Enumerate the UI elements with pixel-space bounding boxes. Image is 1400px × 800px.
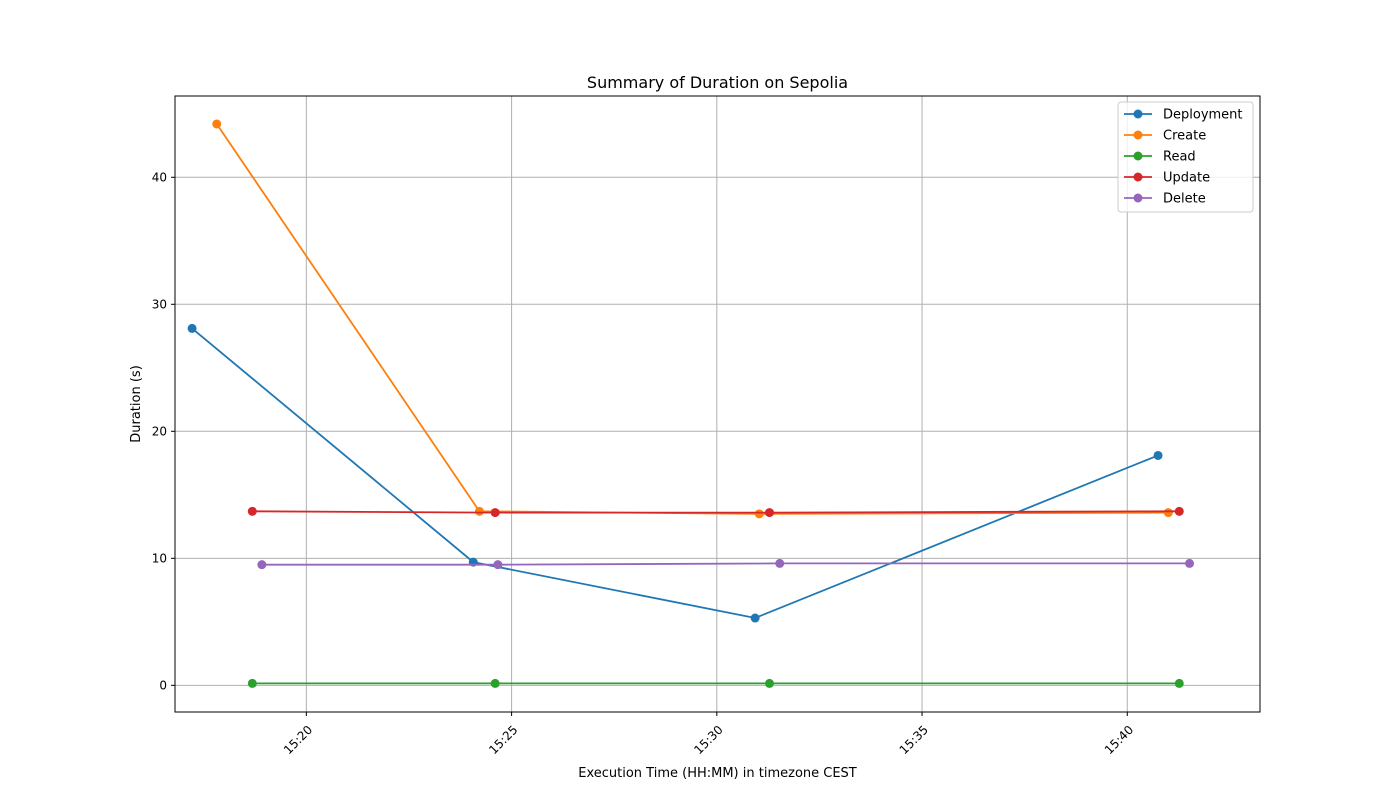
data-point-deployment <box>1153 450 1163 460</box>
y-tick-label: 0 <box>159 678 167 692</box>
y-tick-label: 10 <box>152 551 167 565</box>
legend-item-delete: Delete <box>1124 192 1206 207</box>
y-axis-ticks: 0 10 20 30 40 <box>152 170 175 692</box>
legend-marker-update <box>1133 172 1143 182</box>
grid <box>175 96 1260 712</box>
data-point-create <box>754 509 764 519</box>
data-point-delete <box>775 558 785 568</box>
series-delete <box>257 558 1195 570</box>
legend-label-read: Read <box>1163 150 1196 165</box>
series-deployment <box>187 323 1163 623</box>
legend-marker-delete <box>1133 193 1143 203</box>
data-point-read <box>490 678 500 688</box>
x-axis-label: Execution Time (HH:MM) in timezone CEST <box>578 766 857 781</box>
data-point-delete <box>1185 558 1195 568</box>
y-tick-label: 20 <box>152 424 167 438</box>
chart-title: Summary of Duration on Sepolia <box>587 73 848 92</box>
data-point-create <box>1163 508 1173 518</box>
legend-label-delete: Delete <box>1163 192 1206 207</box>
data-point-update <box>1174 506 1184 516</box>
y-tick-label: 30 <box>152 297 167 311</box>
data-point-deployment <box>187 323 197 333</box>
plot-area-frame <box>174 95 1261 713</box>
series-read <box>247 678 1184 688</box>
legend-item-deployment: Deployment <box>1124 108 1243 123</box>
data-point-update <box>247 506 257 516</box>
data-point-update <box>764 508 774 518</box>
legend-item-read: Read <box>1124 150 1196 165</box>
legend-label-deployment: Deployment <box>1163 108 1243 123</box>
legend-marker-create <box>1133 130 1143 140</box>
legend-box <box>1117 101 1254 213</box>
legend-label-update: Update <box>1163 171 1210 186</box>
data-point-read <box>247 678 257 688</box>
data-point-create <box>474 506 484 516</box>
legend: Deployment Create Read Update Delete <box>1117 101 1254 213</box>
data-point-read <box>764 678 774 688</box>
legend-item-create: Create <box>1124 129 1206 144</box>
series-line-deployment <box>191 327 1159 619</box>
data-point-delete <box>257 560 267 570</box>
data-point-deployment <box>750 613 760 623</box>
data-point-read <box>1174 678 1184 688</box>
data-point-create <box>212 119 222 129</box>
y-tick-label: 40 <box>152 170 167 184</box>
legend-marker-read <box>1133 151 1143 161</box>
legend-marker-deployment <box>1133 109 1143 119</box>
data-point-delete <box>493 560 503 570</box>
series-line-delete <box>261 562 1190 566</box>
legend-label-create: Create <box>1163 129 1206 144</box>
y-axis-label: Duration (s) <box>129 365 144 443</box>
series-layer <box>187 119 1195 688</box>
legend-item-update: Update <box>1124 171 1210 186</box>
data-point-update <box>490 508 500 518</box>
series-update <box>247 506 1184 518</box>
series-line-update <box>252 510 1180 514</box>
